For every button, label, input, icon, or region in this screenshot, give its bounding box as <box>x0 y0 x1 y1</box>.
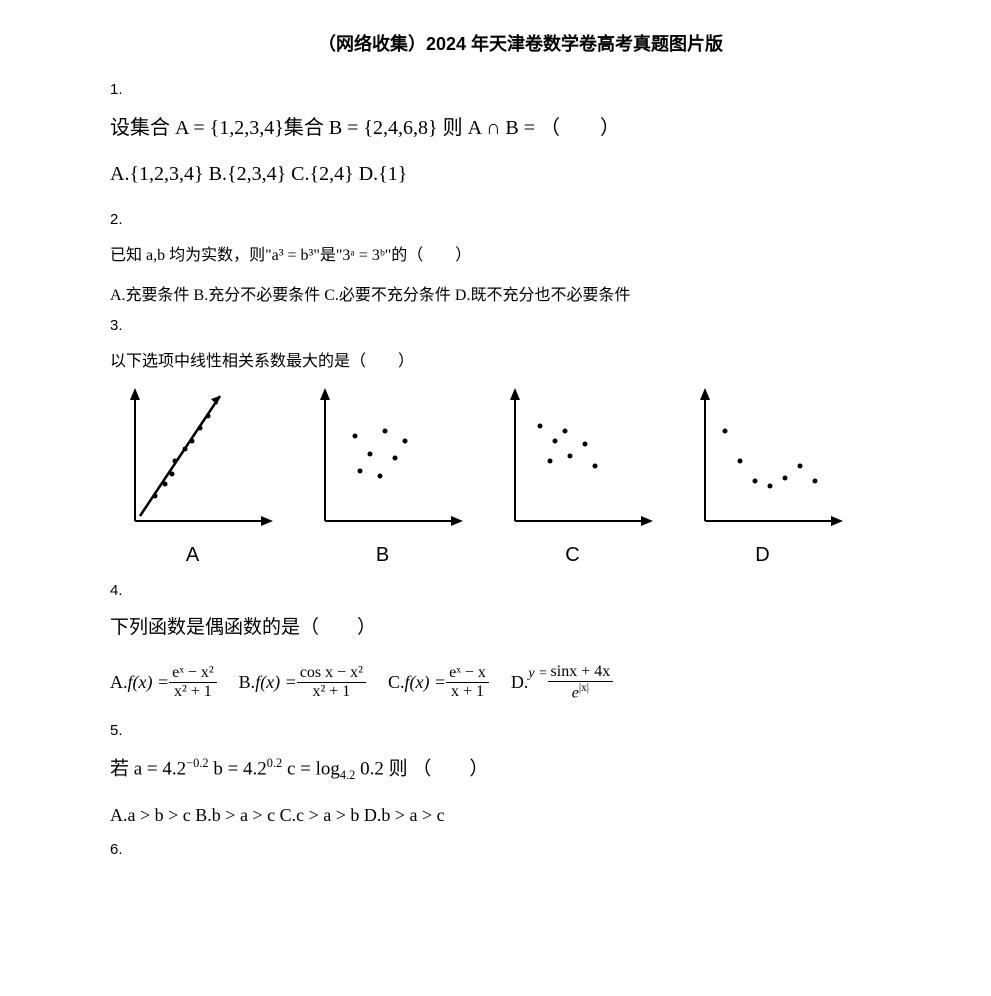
q5-exp2: 0.2 <box>267 756 282 770</box>
q4c-fx: f(x) = <box>404 672 446 693</box>
q4a-den: x² + 1 <box>169 683 217 701</box>
q4-options: A. f(x) = eˣ − x² x² + 1 B. f(x) = cos x… <box>110 663 931 702</box>
q5-number: 5. <box>110 722 931 739</box>
q4d-den: e|x| <box>548 682 614 702</box>
q4d-fx: y = <box>528 666 547 682</box>
q4d-label: D. <box>511 672 529 693</box>
q5-mid3: 0.2 则 （ ） <box>355 758 488 779</box>
chart-c-label: C <box>565 544 579 567</box>
q4b-label: B. <box>239 672 256 693</box>
q1-text: 设集合 A = {1,2,3,4}集合 B = {2,4,6,8} 则 A ∩ … <box>110 113 931 143</box>
q3-number: 3. <box>110 317 931 334</box>
scatter-chart-d <box>680 386 845 536</box>
q5-mid1: b = 4.2 <box>209 758 267 779</box>
q4c-num: eˣ − x <box>446 664 489 683</box>
q2-number: 2. <box>110 211 931 228</box>
q1-number: 1. <box>110 81 931 98</box>
q4a-fx: f(x) = <box>128 672 170 693</box>
q5-sub: 4.2 <box>340 768 355 782</box>
q4b-fx: f(x) = <box>255 672 297 693</box>
chart-a: A <box>110 386 275 567</box>
q1-options: A.{1,2,3,4} B.{2,3,4} C.{2,4} D.{1} <box>110 163 931 186</box>
chart-c: C <box>490 386 655 567</box>
q5-exp1: −0.2 <box>186 756 208 770</box>
chart-a-label: A <box>186 544 199 567</box>
q4a-num: eˣ − x² <box>169 664 217 683</box>
q4c-den: x + 1 <box>446 683 489 701</box>
q4-opt-d: D. y = sinx + 4x e|x| <box>511 663 613 702</box>
q3-text: 以下选项中线性相关系数最大的是（ ） <box>110 349 931 375</box>
q5-text: 若 a = 4.2−0.2 b = 4.20.2 c = log4.2 0.2 … <box>110 754 931 785</box>
q5-mid2: c = log <box>282 758 340 779</box>
chart-b: B <box>300 386 465 567</box>
q4-opt-c: C. f(x) = eˣ − x x + 1 <box>388 664 489 701</box>
q5-options: A.a > b > c B.b > a > c C.c > a > b D.b … <box>110 805 931 826</box>
q4b-num: cos x − x² <box>297 664 366 683</box>
q3-charts: A B C D <box>110 386 931 567</box>
q4b-den: x² + 1 <box>297 683 366 701</box>
q4c-label: C. <box>388 672 405 693</box>
q4d-num: sinx + 4x <box>548 663 614 682</box>
q4a-label: A. <box>110 672 128 693</box>
page-title: （网络收集）2024 年天津卷数学卷高考真题图片版 <box>110 30 931 56</box>
chart-d: D <box>680 386 845 567</box>
q5-pre: 若 a = 4.2 <box>110 758 186 779</box>
chart-d-label: D <box>755 544 769 567</box>
q4-opt-b: B. f(x) = cos x − x² x² + 1 <box>239 664 366 701</box>
chart-b-label: B <box>376 544 389 567</box>
q4-text: 下列函数是偶函数的是（ ） <box>110 614 931 643</box>
q4-opt-a: A. f(x) = eˣ − x² x² + 1 <box>110 664 217 701</box>
q4-number: 4. <box>110 582 931 599</box>
q2-options: A.充要条件 B.充分不必要条件 C.必要不充分条件 D.既不充分也不必要条件 <box>110 281 931 305</box>
q2-text: 已知 a,b 均为实数，则"a³ = b³"是"3ᵃ = 3ᵇ"的（ ） <box>110 243 931 269</box>
scatter-chart-c <box>490 386 655 536</box>
scatter-chart-a <box>110 386 275 536</box>
scatter-chart-b <box>300 386 465 536</box>
q6-number: 6. <box>110 841 931 858</box>
